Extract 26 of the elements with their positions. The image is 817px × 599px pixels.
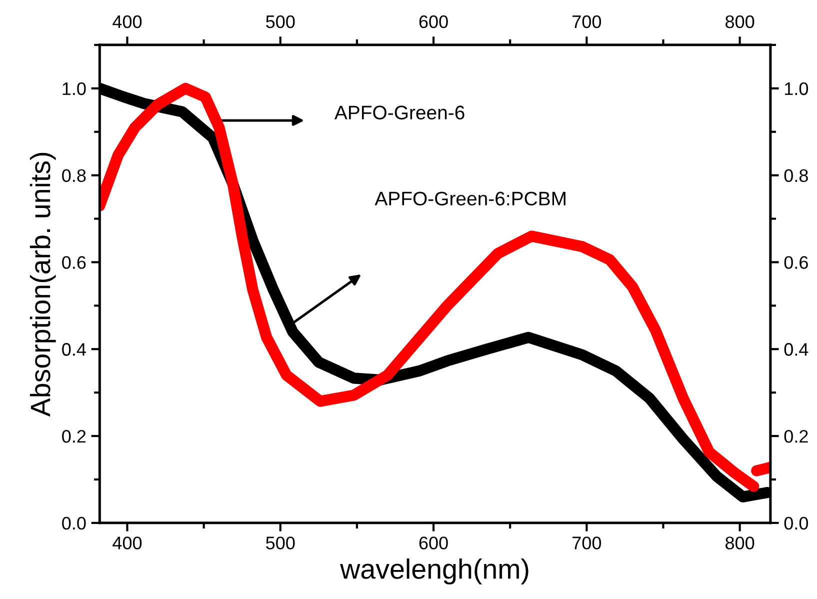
y-tick-label: 0.0 <box>62 516 86 530</box>
x2-tick-label: 800 <box>726 15 754 28</box>
x2-tick-label: 500 <box>266 15 295 28</box>
x-tick-label: 800 <box>726 536 754 550</box>
y-tick-label: 0.2 <box>62 430 86 443</box>
y2-tick-label: 0.4 <box>784 343 808 356</box>
y-axis-title: Absorption(arb. units) <box>30 152 56 417</box>
y2-tick-label: 0.0 <box>784 516 808 530</box>
x-tick-label: 400 <box>112 536 142 550</box>
x2-tick-label: 700 <box>572 15 602 28</box>
annotation: APFO-Green-6:PCBM <box>374 192 566 206</box>
x-axis-title: wavelengh(nm) <box>340 558 528 584</box>
x2-tick-label: 400 <box>112 15 142 28</box>
y2-tick-label: 0.6 <box>784 256 808 269</box>
x-tick-label: 600 <box>419 536 448 550</box>
y2-tick-label: 0.2 <box>784 430 808 443</box>
y-tick-label: 0.4 <box>62 343 86 356</box>
y-tick-label: 0.8 <box>62 169 86 182</box>
y-tick-label: 0.6 <box>62 256 86 269</box>
y2-tick-label: 1.0 <box>785 82 808 96</box>
x2-tick-label: 600 <box>419 15 448 28</box>
x-tick-label: 500 <box>266 536 295 550</box>
x-tick-label: 700 <box>572 536 602 550</box>
annotation: APFO-Green-6 <box>334 106 464 120</box>
y-tick-label: 1.0 <box>62 82 86 96</box>
y2-tick-label: 0.8 <box>784 169 808 182</box>
